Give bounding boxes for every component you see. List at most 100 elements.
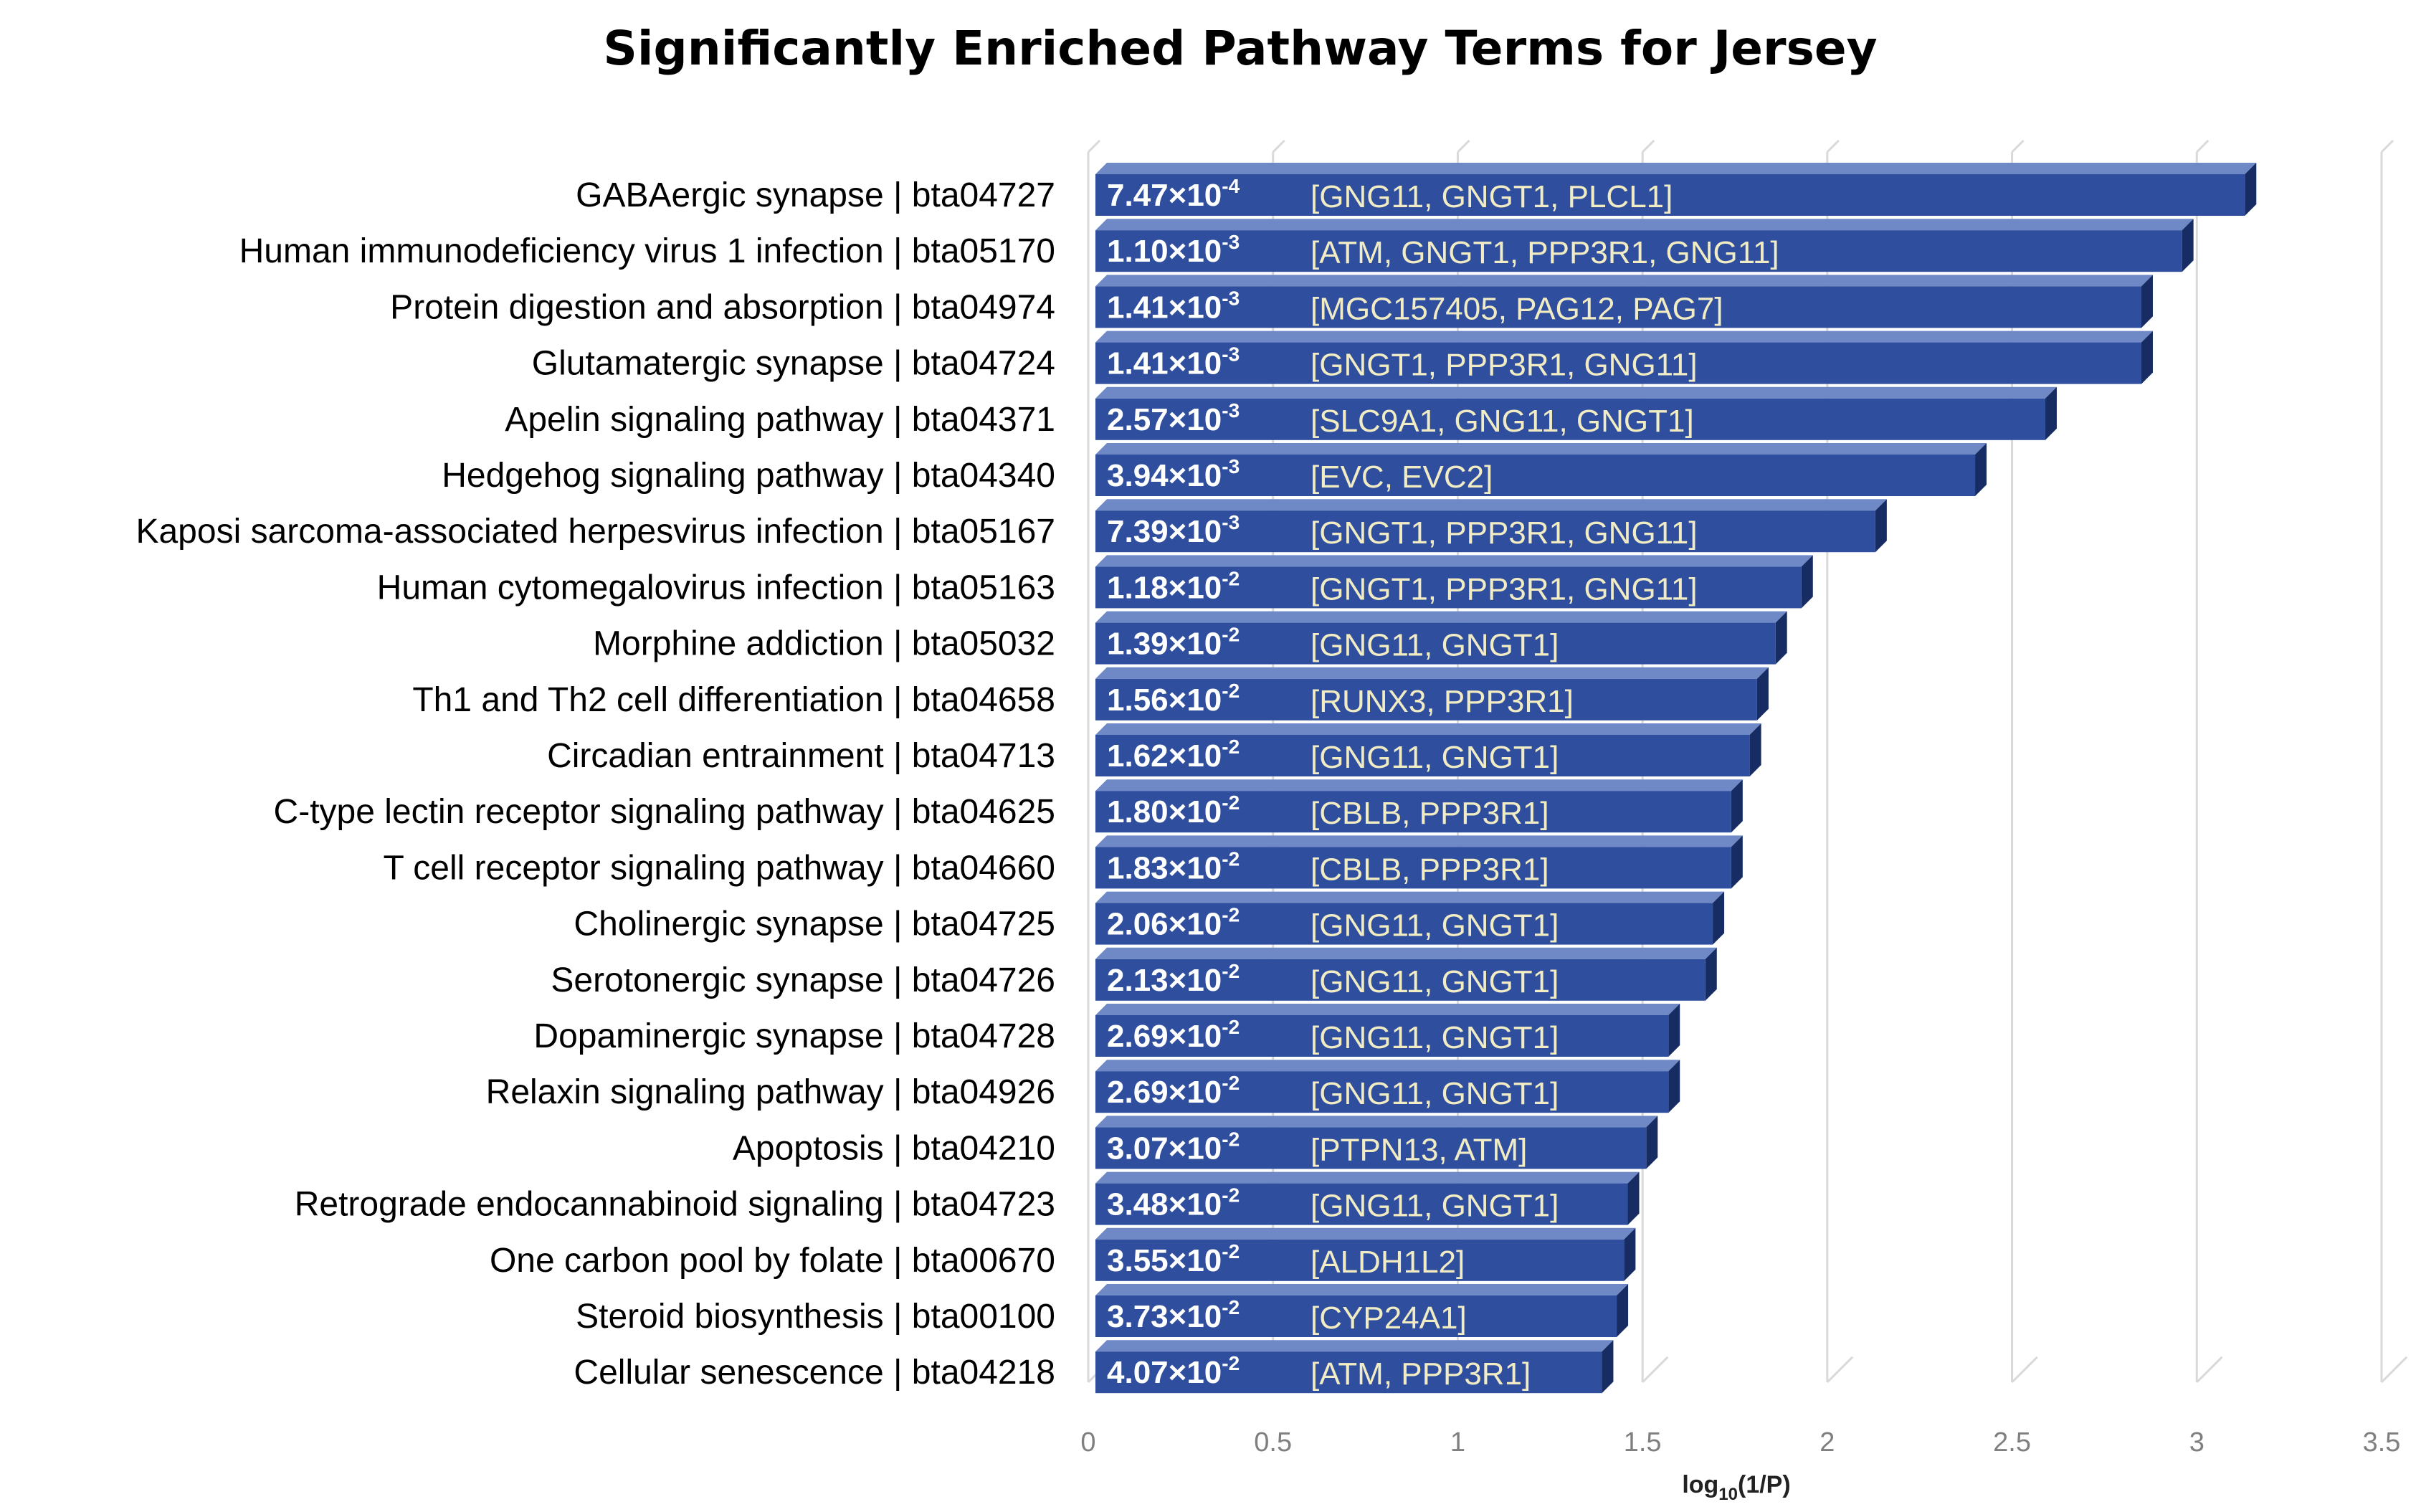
x-axis-title-main: log xyxy=(1682,1471,1718,1498)
bar-side-face xyxy=(2141,275,2153,328)
bar-front-face xyxy=(1095,791,1731,833)
bar-top-face xyxy=(1095,275,2153,287)
bar: 3.73×10-2 [CYP24A1] xyxy=(1095,1284,1629,1337)
p-value-mantissa: 3.48×10 xyxy=(1107,1187,1222,1222)
bar-front-face xyxy=(1095,1295,1617,1337)
x-axis-title-subscript: 10 xyxy=(1718,1485,1738,1504)
p-value-label: 1.39×10-2 xyxy=(1107,624,1240,662)
gene-list-label: [ALDH1L2] xyxy=(1310,1245,1465,1280)
bar-side-face xyxy=(1617,1284,1629,1337)
p-value-exponent: -2 xyxy=(1222,1072,1240,1094)
bar-side-face xyxy=(2045,386,2057,440)
bar-side-face xyxy=(1775,611,1787,665)
bar-top-face xyxy=(1095,1060,1680,1072)
p-value-exponent: -3 xyxy=(1222,231,1240,253)
bar-side-face xyxy=(1731,779,1743,833)
gene-list-label: [PTPN13, ATM] xyxy=(1310,1132,1527,1167)
bar: 3.94×10-3 [EVC, EVC2] xyxy=(1095,443,1987,496)
p-value-mantissa: 4.07×10 xyxy=(1107,1355,1222,1390)
bar-top-face xyxy=(1095,443,1987,455)
bar-side-face xyxy=(1668,1004,1680,1057)
p-value-exponent: -2 xyxy=(1222,680,1240,702)
pathway-label: Apoptosis | bta04210 xyxy=(733,1129,1055,1167)
bar-front-face xyxy=(1095,622,1776,665)
p-value-label: 1.62×10-2 xyxy=(1107,736,1240,774)
p-value-mantissa: 3.55×10 xyxy=(1107,1243,1222,1278)
bar-top-face xyxy=(1095,1284,1629,1295)
p-value-mantissa: 7.47×10 xyxy=(1107,178,1222,213)
p-value-label: 1.56×10-2 xyxy=(1107,680,1240,718)
p-value-exponent: -2 xyxy=(1222,1240,1240,1263)
bar-top-face xyxy=(1095,555,1813,567)
bar: 3.48×10-2 [GNG11, GNGT1] xyxy=(1095,1171,1640,1225)
x-tick-label: 2 xyxy=(1819,1427,1835,1458)
bar-top-face xyxy=(1095,1116,1658,1128)
gridline-foot xyxy=(1642,1356,1669,1384)
p-value-mantissa: 2.57×10 xyxy=(1107,402,1222,437)
bar-top-face xyxy=(1095,1004,1680,1015)
bar: 1.18×10-2 [GNGT1, PPP3R1, GNG11] xyxy=(1095,555,1813,609)
p-value-mantissa: 1.10×10 xyxy=(1107,234,1222,269)
pathway-label: Retrograde endocannabinoid signaling | b… xyxy=(295,1186,1055,1224)
bar: 1.62×10-2 [GNG11, GNGT1] xyxy=(1095,723,1761,776)
bar-side-face xyxy=(2182,219,2194,272)
bar-top-face xyxy=(1095,331,2153,343)
bar-side-face xyxy=(1975,443,1987,496)
p-value-exponent: -2 xyxy=(1222,736,1240,758)
gene-list-label: [GNGT1, PPP3R1, GNG11] xyxy=(1310,348,1698,383)
gridline-foot xyxy=(2196,1356,2223,1384)
p-value-mantissa: 2.69×10 xyxy=(1107,1075,1222,1110)
bar-side-face xyxy=(1646,1116,1658,1169)
chart-title: Significantly Enriched Pathway Terms for… xyxy=(603,21,1877,76)
bar-top-face xyxy=(1095,835,1743,847)
gridline xyxy=(1457,139,1470,153)
p-value-label: 1.10×10-3 xyxy=(1107,231,1240,269)
bar-side-face xyxy=(1624,1227,1636,1281)
bar-front-face xyxy=(1095,286,2141,328)
pathway-label: Cholinergic synapse | bta04725 xyxy=(574,905,1055,943)
p-value-label: 1.18×10-2 xyxy=(1107,567,1240,605)
x-tick-label: 0.5 xyxy=(1254,1427,1292,1458)
bar-front-face xyxy=(1095,455,1976,496)
p-value-mantissa: 3.94×10 xyxy=(1107,458,1222,493)
gene-list-label: [ATM, GNGT1, PPP3R1, GNG11] xyxy=(1310,235,1779,270)
bar: 7.39×10-3 [GNGT1, PPP3R1, GNG11] xyxy=(1095,499,1887,553)
bar-front-face xyxy=(1095,342,2141,384)
bar-side-face xyxy=(1713,891,1725,945)
p-value-exponent: -2 xyxy=(1222,1296,1240,1318)
bar-side-face xyxy=(2141,331,2153,384)
p-value-exponent: -3 xyxy=(1222,399,1240,422)
pathway-label: Human cytomegalovirus infection | bta051… xyxy=(377,569,1055,607)
p-value-exponent: -3 xyxy=(1222,287,1240,309)
p-value-exponent: -2 xyxy=(1222,960,1240,982)
bar: 1.41×10-3 [MGC157405, PAG12, PAG7] xyxy=(1095,275,2153,328)
bar: 1.39×10-2 [GNG11, GNGT1] xyxy=(1095,611,1787,665)
pathway-label: Dopaminergic synapse | bta04728 xyxy=(533,1017,1055,1055)
bar-side-face xyxy=(1705,947,1717,1001)
gene-list-label: [GNG11, GNGT1, PLCL1] xyxy=(1310,179,1673,214)
x-tick-label: 3.5 xyxy=(2363,1427,2401,1458)
bar: 1.83×10-2 [CBLB, PPP3R1] xyxy=(1095,835,1743,889)
p-value-exponent: -3 xyxy=(1222,343,1240,366)
pathway-label: Kaposi sarcoma-associated herpesvirus in… xyxy=(135,513,1055,551)
bar-front-face xyxy=(1095,510,1875,553)
bar-top-face xyxy=(1095,386,2057,399)
bar-front-face xyxy=(1095,678,1757,721)
bar-front-face xyxy=(1095,1071,1669,1113)
gridline xyxy=(1642,139,1655,153)
bar-front-face xyxy=(1095,1183,1628,1225)
gene-list-label: [GNGT1, PPP3R1, GNG11] xyxy=(1310,571,1698,607)
bar-front-face xyxy=(1095,566,1802,609)
p-value-label: 3.07×10-2 xyxy=(1107,1128,1240,1166)
bar-side-face xyxy=(1875,499,1887,553)
p-value-label: 1.41×10-3 xyxy=(1107,287,1240,325)
gridline-foot xyxy=(2011,1356,2038,1384)
gene-list-label: [GNG11, GNGT1] xyxy=(1310,908,1559,943)
gridline xyxy=(1272,139,1285,153)
p-value-label: 1.83×10-2 xyxy=(1107,847,1240,885)
bar-front-face xyxy=(1095,1127,1647,1169)
bar-front-face xyxy=(1095,174,2245,216)
bar-top-face xyxy=(1095,1227,1636,1240)
gene-list-label: [RUNX3, PPP3R1] xyxy=(1310,684,1574,719)
bars: 7.47×10-4 [GNG11, GNGT1, PLCL1]1.10×10-3[… xyxy=(1095,163,2257,1394)
